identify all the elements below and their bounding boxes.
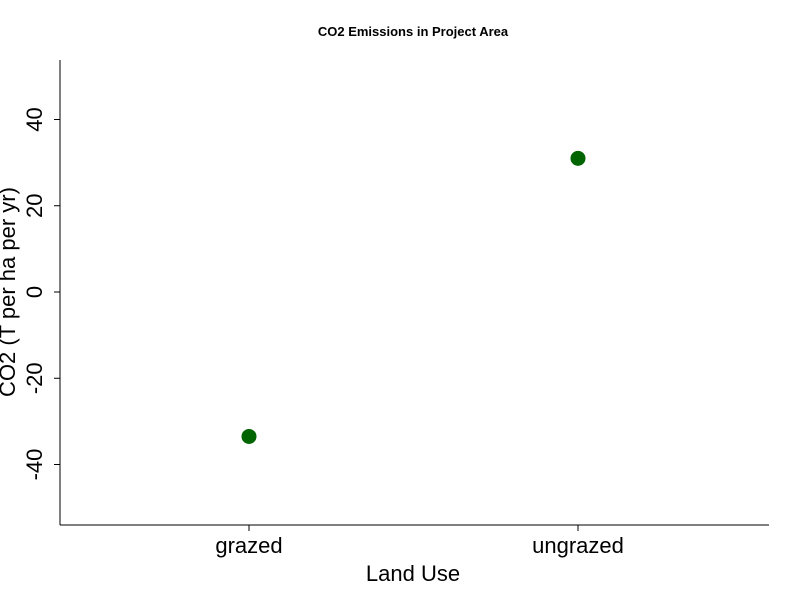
y-tick-label: -20 [22,362,47,394]
x-tick-label: grazed [215,533,282,558]
y-axis-label: CO2 (T per ha per yr) [0,187,20,397]
y-tick-label: -40 [22,449,47,481]
y-tick-label: 40 [22,107,47,131]
data-points [241,150,586,444]
y-tick-label: 0 [22,286,47,298]
data-point-grazed [241,428,257,444]
chart-title: CO2 Emissions in Project Area [318,24,509,39]
data-point-ungrazed [570,150,586,166]
x-axis-ticks: grazed ungrazed [215,525,624,558]
y-tick-label: 20 [22,194,47,218]
x-tick-label: ungrazed [532,533,624,558]
x-axis-label: Land Use [366,561,460,586]
y-axis-ticks: -40 -20 0 20 40 [22,107,60,480]
